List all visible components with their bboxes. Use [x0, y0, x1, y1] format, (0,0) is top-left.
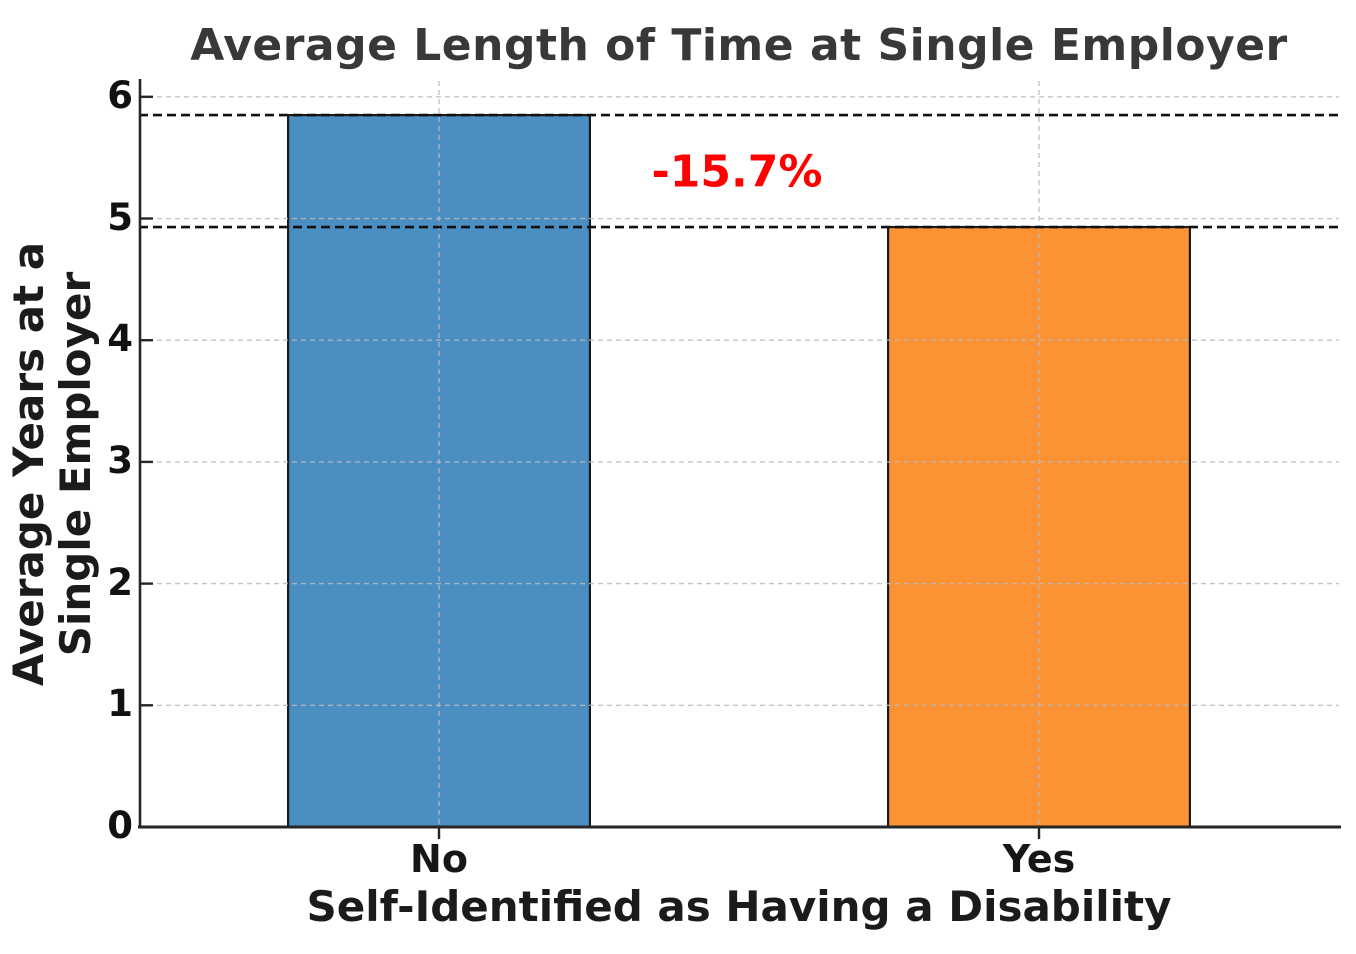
y-tick-label-4: 4	[107, 317, 133, 361]
chart-title: Average Length of Time at Single Employe…	[190, 20, 1288, 71]
x-axis-label: Self-Identified as Having a Disability	[306, 882, 1172, 931]
y-tick-label-0: 0	[107, 804, 133, 848]
x-tick-label-yes: Yes	[1002, 837, 1076, 881]
y-tick-label-6: 6	[107, 73, 133, 117]
percent-change-annotation: -15.7%	[651, 146, 823, 198]
y-tick-label-2: 2	[107, 560, 133, 604]
x-tick-label-no: No	[410, 837, 468, 881]
y-tick-label-5: 5	[107, 195, 133, 239]
y-tick-label-1: 1	[107, 682, 133, 726]
y-tick-label-3: 3	[107, 438, 133, 482]
